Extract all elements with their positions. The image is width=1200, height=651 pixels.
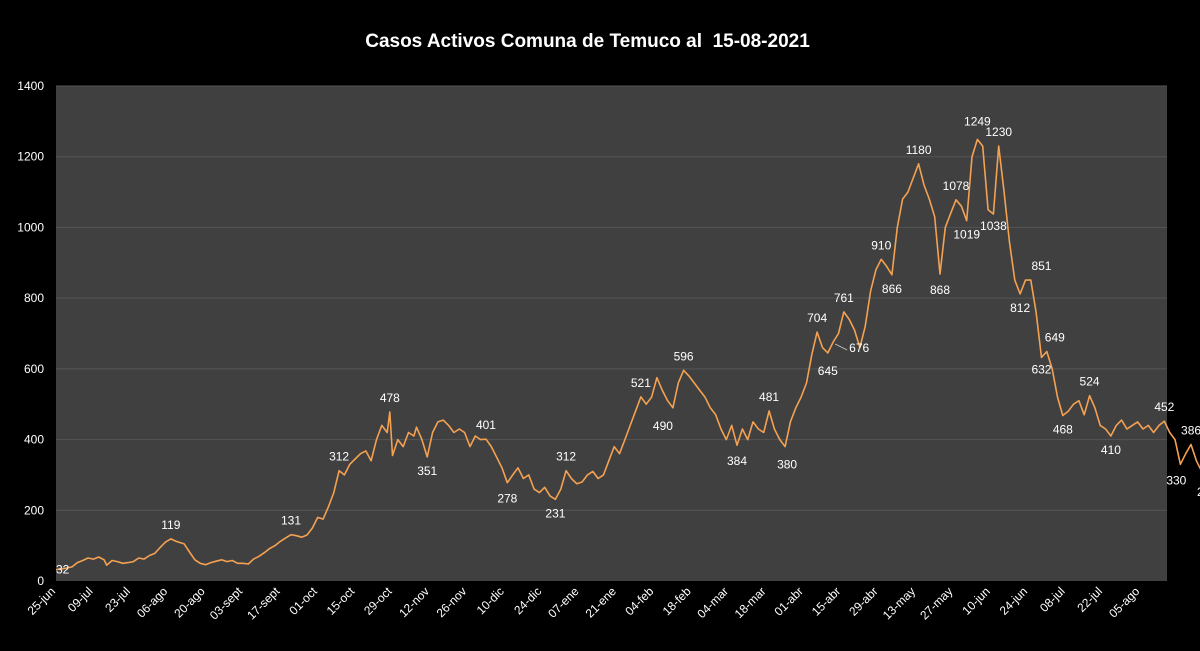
x-tick-label: 24-dic [511, 584, 544, 617]
data-label: 351 [417, 464, 437, 478]
chart-title: Casos Activos Comuna de Temuco al 15-08-… [365, 31, 810, 52]
data-label: 312 [329, 450, 349, 464]
x-tick-label: 18-feb [660, 584, 694, 618]
data-label: 330 [1166, 473, 1186, 487]
data-label: 866 [882, 282, 902, 296]
x-tick-label: 05-ago [1106, 584, 1143, 621]
y-tick-label: 1200 [17, 150, 44, 164]
x-tick-label: 17-sept [244, 584, 283, 623]
x-tick-label: 09-jul [65, 584, 96, 615]
y-tick-label: 1400 [17, 79, 44, 93]
data-label: 452 [1154, 400, 1174, 414]
data-label: 596 [674, 349, 694, 363]
data-label: 478 [380, 391, 400, 405]
data-label: 1078 [943, 179, 970, 193]
x-tick-label: 10-dic [474, 584, 507, 617]
data-label: 312 [556, 450, 576, 464]
data-label: 812 [1010, 301, 1030, 315]
gridlines [56, 85, 1167, 511]
data-label: 410 [1101, 443, 1121, 457]
data-label: 386 [1181, 424, 1200, 438]
x-tick-label: 15-oct [324, 584, 358, 618]
x-tick-label: 18-mar [732, 584, 769, 621]
x-tick-label: 21-ene [583, 584, 620, 621]
data-label: 380 [777, 458, 797, 472]
x-tick-label: 15-abr [809, 584, 843, 618]
y-tick-label: 200 [24, 503, 44, 517]
x-tick-label: 06-ago [134, 584, 171, 621]
data-label: 32 [56, 563, 70, 577]
data-label: 119 [161, 518, 180, 532]
data-label: 292 [1197, 485, 1200, 499]
plot-area [56, 86, 1167, 581]
data-label: 1019 [953, 228, 980, 242]
data-label: 632 [1031, 363, 1051, 377]
x-tick-label: 13-may [880, 584, 918, 622]
data-label: 490 [653, 419, 673, 433]
data-label: 1249 [964, 114, 991, 128]
data-label: 384 [727, 454, 747, 468]
x-axis: 25-jun 09-jul 23-jul 06-ago 20-ago 03-sept 17-… [25, 584, 1143, 623]
x-tick-label: 08-jul [1037, 584, 1068, 615]
x-tick-label: 04-feb [622, 584, 656, 618]
y-tick-label: 600 [24, 362, 44, 376]
data-label: 131 [281, 514, 301, 528]
data-label: 851 [1031, 259, 1051, 273]
x-tick-label: 29-oct [361, 584, 395, 618]
data-label: 676 [849, 341, 869, 355]
y-tick-label: 400 [24, 433, 44, 447]
x-tick-label: 04-mar [694, 584, 731, 621]
x-tick-label: 25-jun [25, 584, 58, 617]
x-tick-label: 23-jul [102, 584, 133, 615]
data-label: 910 [871, 238, 891, 252]
x-tick-label: 12-nov [396, 584, 432, 620]
data-label: 1038 [980, 219, 1007, 233]
data-label: 868 [930, 283, 950, 297]
data-label: 649 [1045, 331, 1065, 345]
x-tick-label: 22-jul [1074, 584, 1105, 615]
x-tick-label: 29-abr [846, 584, 880, 618]
data-label: 761 [834, 291, 854, 305]
x-tick-label: 24-jun [997, 584, 1030, 617]
data-label: 704 [807, 311, 827, 325]
label-leader-line [834, 343, 848, 351]
data-label: 468 [1053, 423, 1073, 437]
data-label: 524 [1080, 375, 1100, 389]
data-label: 645 [818, 364, 838, 378]
x-tick-label: 03-sept [207, 584, 246, 623]
x-tick-label: 27-may [917, 584, 955, 622]
data-labels: 32 119 131 312 478 351 401 278 231 312 521 490 596 38… [56, 114, 1200, 576]
y-tick-label: 1000 [17, 220, 44, 234]
data-label: 1180 [906, 143, 932, 157]
x-tick-label: 20-ago [171, 584, 208, 621]
y-tick-label: 0 [37, 574, 44, 588]
x-tick-label: 10-jun [959, 584, 992, 617]
x-tick-label: 01-abr [771, 584, 805, 618]
y-axis: 0 200 400 600 800 1000 1200 1400 [17, 79, 44, 588]
x-tick-label: 26-nov [434, 584, 470, 620]
data-label: 521 [631, 376, 651, 390]
data-label: 481 [759, 390, 779, 404]
x-tick-label: 07-ene [545, 584, 582, 621]
y-tick-label: 800 [24, 291, 44, 305]
x-tick-label: 01-oct [286, 584, 320, 618]
data-label: 1230 [985, 125, 1012, 139]
series-line-casos-activos [55, 138, 1200, 571]
data-label: 278 [497, 492, 517, 506]
data-label: 401 [476, 418, 496, 432]
data-label: 231 [545, 506, 565, 520]
